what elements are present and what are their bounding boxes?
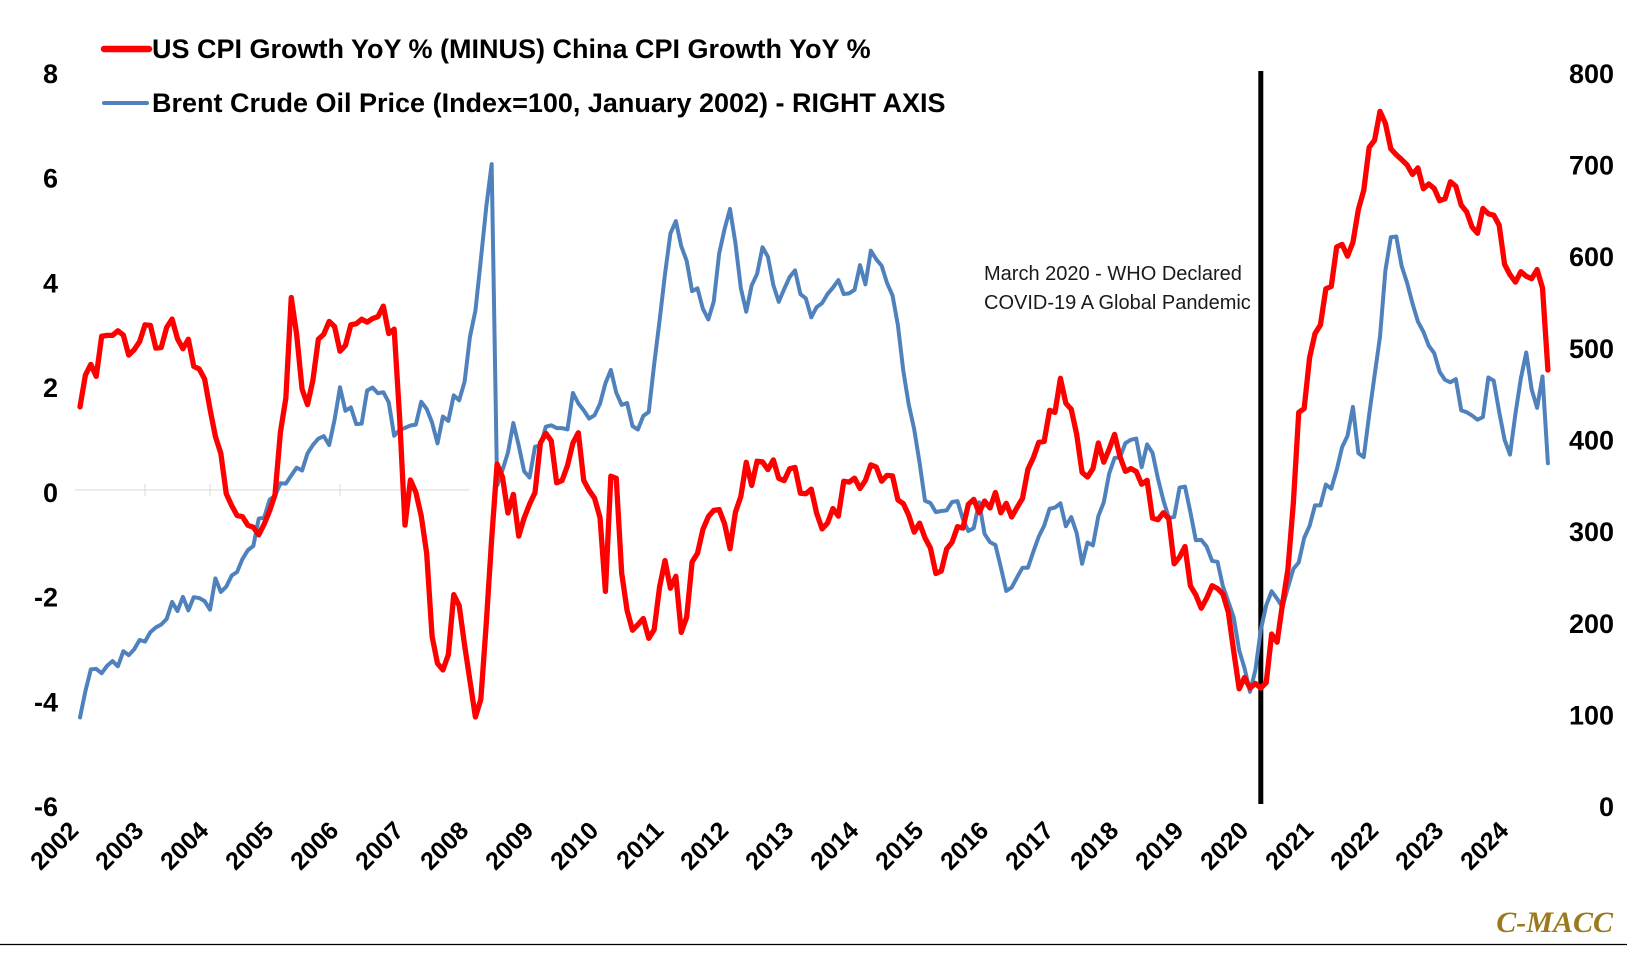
svg-text:6: 6 — [43, 164, 58, 194]
svg-text:800: 800 — [1569, 59, 1614, 89]
svg-text:-2: -2 — [34, 583, 58, 613]
svg-text:200: 200 — [1569, 609, 1614, 639]
svg-text:700: 700 — [1569, 151, 1614, 181]
svg-text:0: 0 — [1599, 792, 1614, 822]
svg-text:March 2020 - WHO Declared: March 2020 - WHO Declared — [984, 263, 1242, 285]
svg-text:8: 8 — [43, 59, 58, 89]
svg-text:-6: -6 — [34, 792, 58, 822]
svg-text:2: 2 — [43, 373, 58, 403]
svg-text:US CPI Growth YoY % (MINUS) Ch: US CPI Growth YoY % (MINUS) China CPI Gr… — [152, 34, 871, 64]
svg-text:-4: -4 — [34, 687, 58, 717]
svg-text:300: 300 — [1569, 517, 1614, 547]
svg-text:COVID-19 A Global Pandemic: COVID-19 A Global Pandemic — [984, 292, 1251, 314]
svg-text:400: 400 — [1569, 426, 1614, 456]
svg-text:100: 100 — [1569, 700, 1614, 730]
svg-text:C-MACC: C-MACC — [1496, 906, 1614, 939]
svg-text:600: 600 — [1569, 242, 1614, 272]
svg-text:4: 4 — [43, 268, 58, 298]
svg-text:500: 500 — [1569, 334, 1614, 364]
svg-text:Brent Crude Oil Price (Index=1: Brent Crude Oil Price (Index=100, Januar… — [152, 88, 946, 118]
svg-text:0: 0 — [43, 478, 58, 508]
